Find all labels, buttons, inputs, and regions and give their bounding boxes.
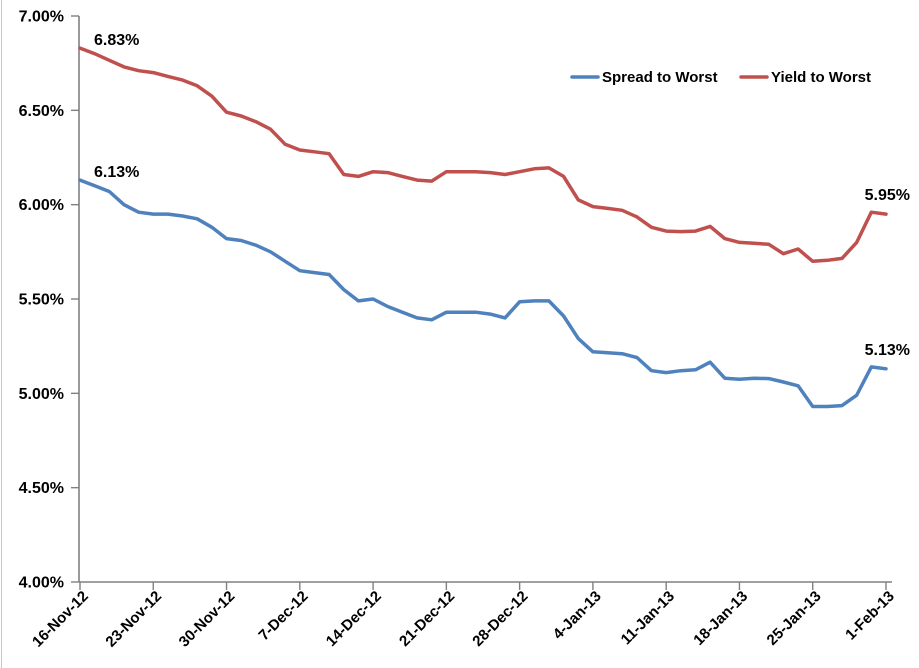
series-line-spread-to-worst <box>78 178 888 409</box>
x-tick-label: 25-Jan-13 <box>764 588 825 649</box>
y-tick-label: 4.50% <box>19 480 64 497</box>
y-tick-label: 6.00% <box>19 197 64 214</box>
x-tick-label: 23-Nov-12 <box>102 588 165 651</box>
point-label: 5.95% <box>865 187 910 204</box>
x-tick-label: 14-Dec-12 <box>323 588 385 650</box>
y-tick-label: 5.00% <box>19 386 64 403</box>
x-tick-label: 4-Jan-13 <box>550 588 605 643</box>
point-label: 6.13% <box>94 164 139 181</box>
y-tick-label: 7.00% <box>19 9 64 26</box>
y-tick-label: 4.00% <box>19 575 64 592</box>
y-tick-label: 5.50% <box>19 292 64 309</box>
point-label: 5.13% <box>865 342 910 359</box>
x-tick-label: 21-Dec-12 <box>396 588 458 650</box>
legend-label-yield-to-worst: Yield to Worst <box>771 69 871 86</box>
x-tick-label: 16-Nov-12 <box>29 588 92 651</box>
x-tick-label: 1-Feb-13 <box>842 588 898 644</box>
x-tick-label: 11-Jan-13 <box>618 588 678 648</box>
chart-left-border <box>1 0 2 668</box>
y-tick-label: 6.50% <box>19 103 64 120</box>
legend-label-spread-to-worst: Spread to Worst <box>602 69 718 86</box>
x-tick-label: 28-Dec-12 <box>469 588 531 650</box>
x-tick-label: 7-Dec-12 <box>255 588 311 644</box>
series-line-yield-to-worst <box>78 46 888 264</box>
point-label: 6.83% <box>94 32 139 49</box>
x-tick-label: 30-Nov-12 <box>176 588 239 651</box>
x-tick-label: 18-Jan-13 <box>690 588 751 649</box>
